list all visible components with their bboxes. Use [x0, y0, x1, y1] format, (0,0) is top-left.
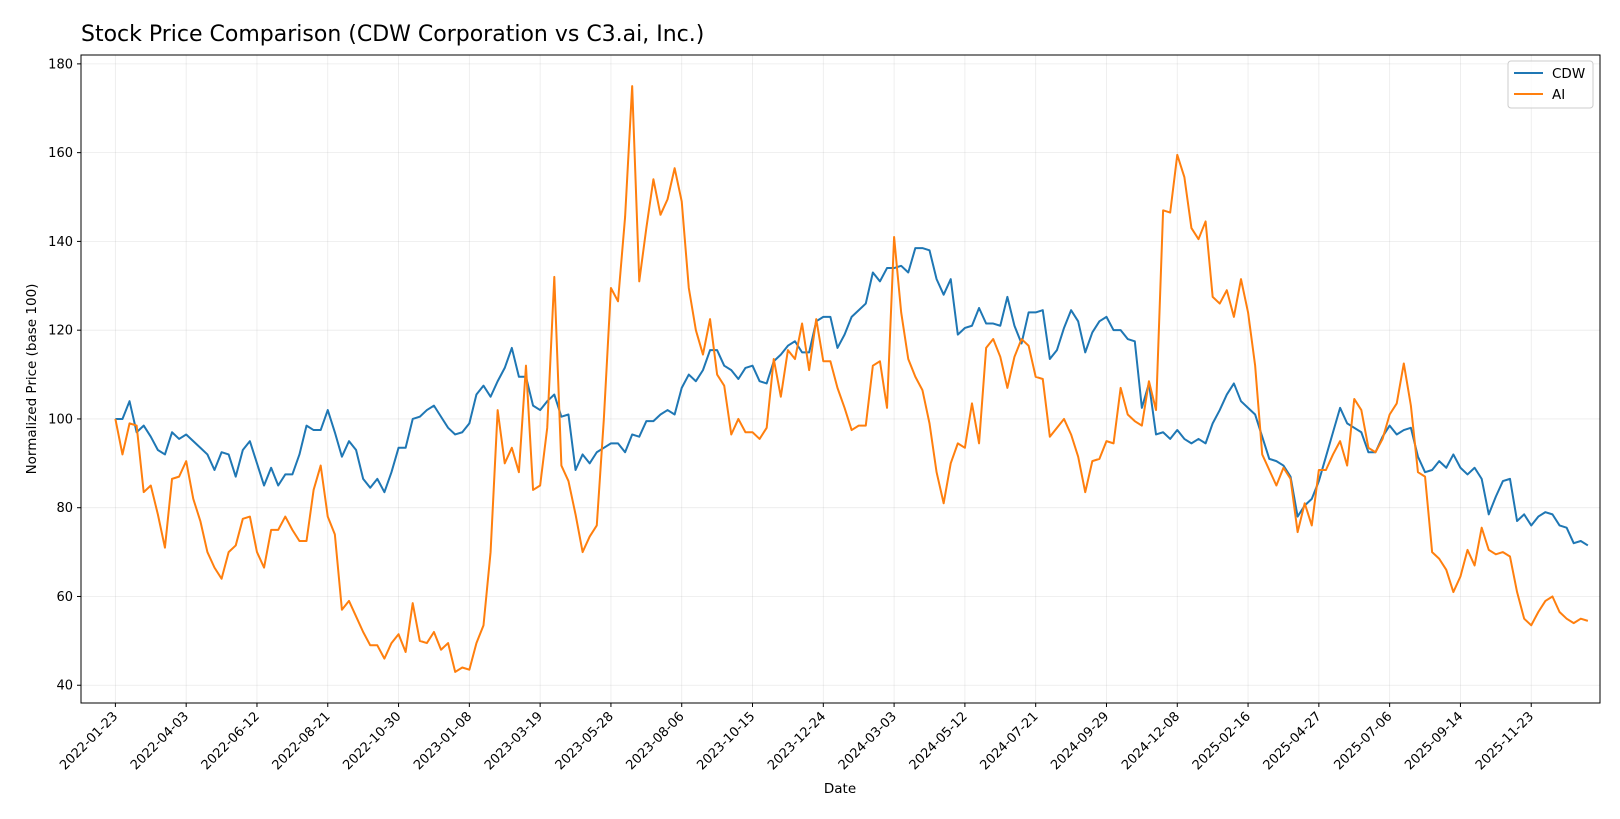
- y-tick-label: 60: [56, 590, 73, 605]
- series-line-cdw: [115, 247, 1589, 547]
- y-tick-label: 40: [56, 679, 73, 694]
- y-tick-label: 140: [48, 235, 73, 250]
- x-tick-label: 2024-03-03: [836, 709, 900, 773]
- y-tick-label: 120: [48, 324, 73, 339]
- x-axis-label: Date: [824, 781, 856, 797]
- x-tick-label: 2025-07-06: [1331, 709, 1395, 773]
- x-tick-label: 2024-05-12: [907, 709, 971, 773]
- plot-frame: [80, 54, 1601, 704]
- y-tick-label: 160: [48, 146, 73, 161]
- x-tick-label: 2022-06-12: [199, 709, 263, 773]
- legend: CDW AI: [1507, 60, 1594, 109]
- y-tick-label: 80: [56, 501, 73, 516]
- x-tick-label: 2023-10-15: [694, 709, 758, 773]
- x-tick-label: 2022-04-03: [128, 709, 192, 773]
- series-line-ai: [114, 85, 1589, 673]
- x-tick-label: 2024-12-08: [1119, 709, 1183, 773]
- x-tick-label: 2024-09-29: [1048, 709, 1112, 773]
- x-tick-label: 2022-01-23: [57, 709, 121, 773]
- x-tick-label: 2022-10-30: [340, 709, 404, 773]
- y-tick-label: 100: [48, 412, 73, 427]
- chart-title: Stock Price Comparison (CDW Corporation …: [81, 22, 704, 47]
- y-axis: 40 60 80 100 120 140 160 180: [48, 57, 81, 694]
- x-tick-label: 2023-01-08: [411, 709, 475, 773]
- x-tick-label: 2024-07-21: [977, 709, 1041, 773]
- legend-label-cdw: CDW: [1552, 66, 1585, 82]
- x-tick-label: 2022-08-21: [270, 709, 334, 773]
- x-tick-label: 2023-05-28: [553, 709, 617, 773]
- y-axis-label: Normalized Price (base 100): [24, 284, 40, 475]
- x-tick-label: 2025-11-23: [1473, 709, 1537, 773]
- x-tick-label: 2025-09-14: [1402, 709, 1466, 773]
- legend-label-ai: AI: [1552, 87, 1565, 103]
- x-tick-label: 2025-02-16: [1190, 709, 1254, 773]
- x-tick-label: 2023-08-06: [624, 709, 688, 773]
- x-tick-label: 2023-12-24: [765, 709, 829, 773]
- x-tick-label: 2025-04-27: [1261, 709, 1325, 773]
- grid-layer: [81, 55, 1600, 703]
- series-layer: [114, 85, 1589, 673]
- x-axis: 2022-01-23 2022-04-03 2022-06-12 2022-08-21…: [57, 703, 1537, 773]
- y-tick-label: 180: [48, 57, 73, 72]
- x-tick-label: 2023-03-19: [482, 709, 546, 773]
